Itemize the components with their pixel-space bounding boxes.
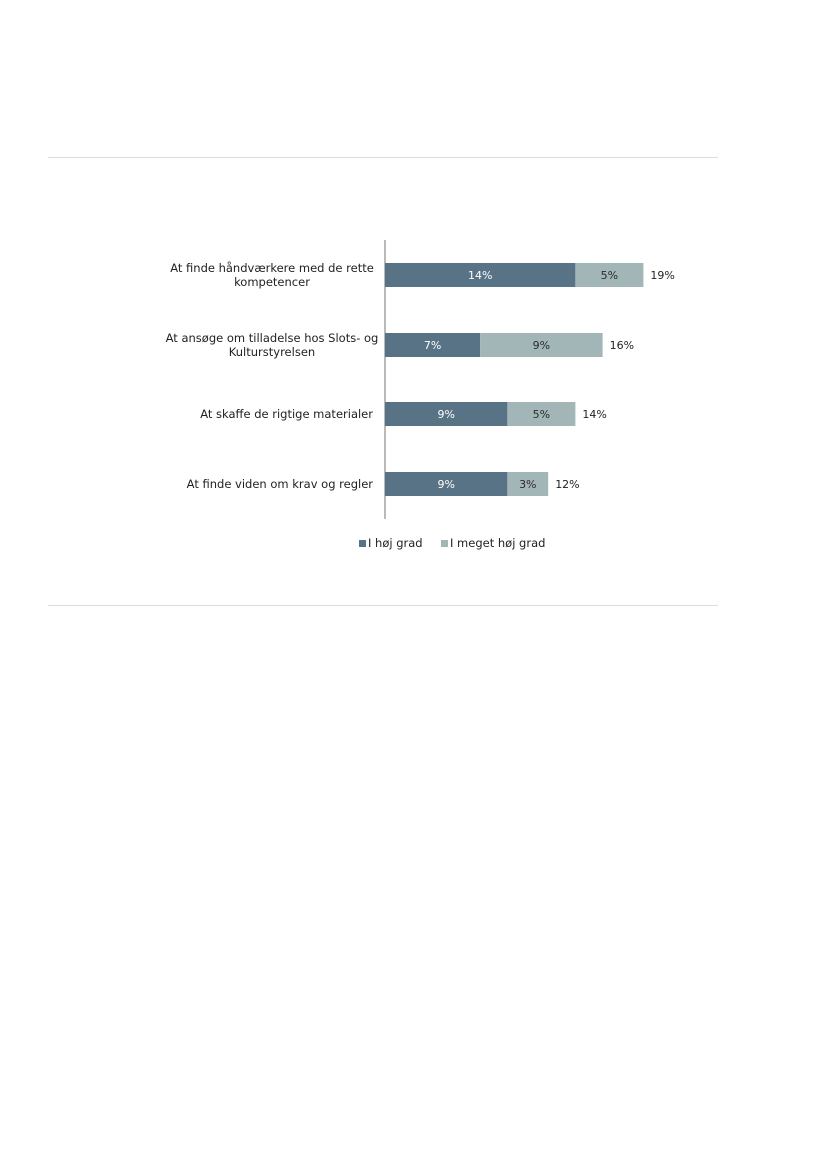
data-label-high-degree: 7% bbox=[424, 339, 441, 352]
data-label-high-degree: 14% bbox=[468, 269, 492, 282]
data-label-very-high-degree: 9% bbox=[533, 339, 550, 352]
bar-very-high-degree bbox=[480, 333, 603, 357]
category-label: At finde håndværkere med de rette bbox=[170, 261, 374, 275]
bar-high-degree bbox=[385, 263, 576, 287]
category-label: At ansøge om tilladelse hos Slots- og bbox=[166, 331, 379, 345]
bar-high-degree bbox=[385, 333, 481, 357]
top-divider bbox=[48, 157, 718, 158]
category-label: At finde viden om krav og regler bbox=[187, 477, 374, 491]
bar-high-degree bbox=[385, 472, 508, 496]
bottom-divider bbox=[48, 605, 718, 606]
category-label: kompetencer bbox=[234, 275, 310, 289]
total-label: 12% bbox=[555, 478, 579, 491]
category-label: Kulturstyrelsen bbox=[229, 345, 315, 359]
bar-very-high-degree bbox=[575, 263, 644, 287]
legend-label: I høj grad bbox=[368, 536, 423, 550]
bar-high-degree bbox=[385, 402, 508, 426]
data-label-very-high-degree: 5% bbox=[601, 269, 618, 282]
legend-swatch bbox=[359, 540, 366, 547]
total-label: 16% bbox=[610, 339, 634, 352]
bar-very-high-degree bbox=[507, 402, 576, 426]
data-label-very-high-degree: 3% bbox=[519, 478, 536, 491]
data-label-high-degree: 9% bbox=[437, 408, 454, 421]
bar-very-high-degree bbox=[507, 472, 549, 496]
total-label: 19% bbox=[650, 269, 674, 282]
legend-swatch bbox=[441, 540, 448, 547]
category-label: At skaffe de rigtige materialer bbox=[200, 407, 373, 421]
data-label-very-high-degree: 5% bbox=[533, 408, 550, 421]
data-label-high-degree: 9% bbox=[437, 478, 454, 491]
total-label: 14% bbox=[582, 408, 606, 421]
legend-label: I meget høj grad bbox=[450, 536, 545, 550]
